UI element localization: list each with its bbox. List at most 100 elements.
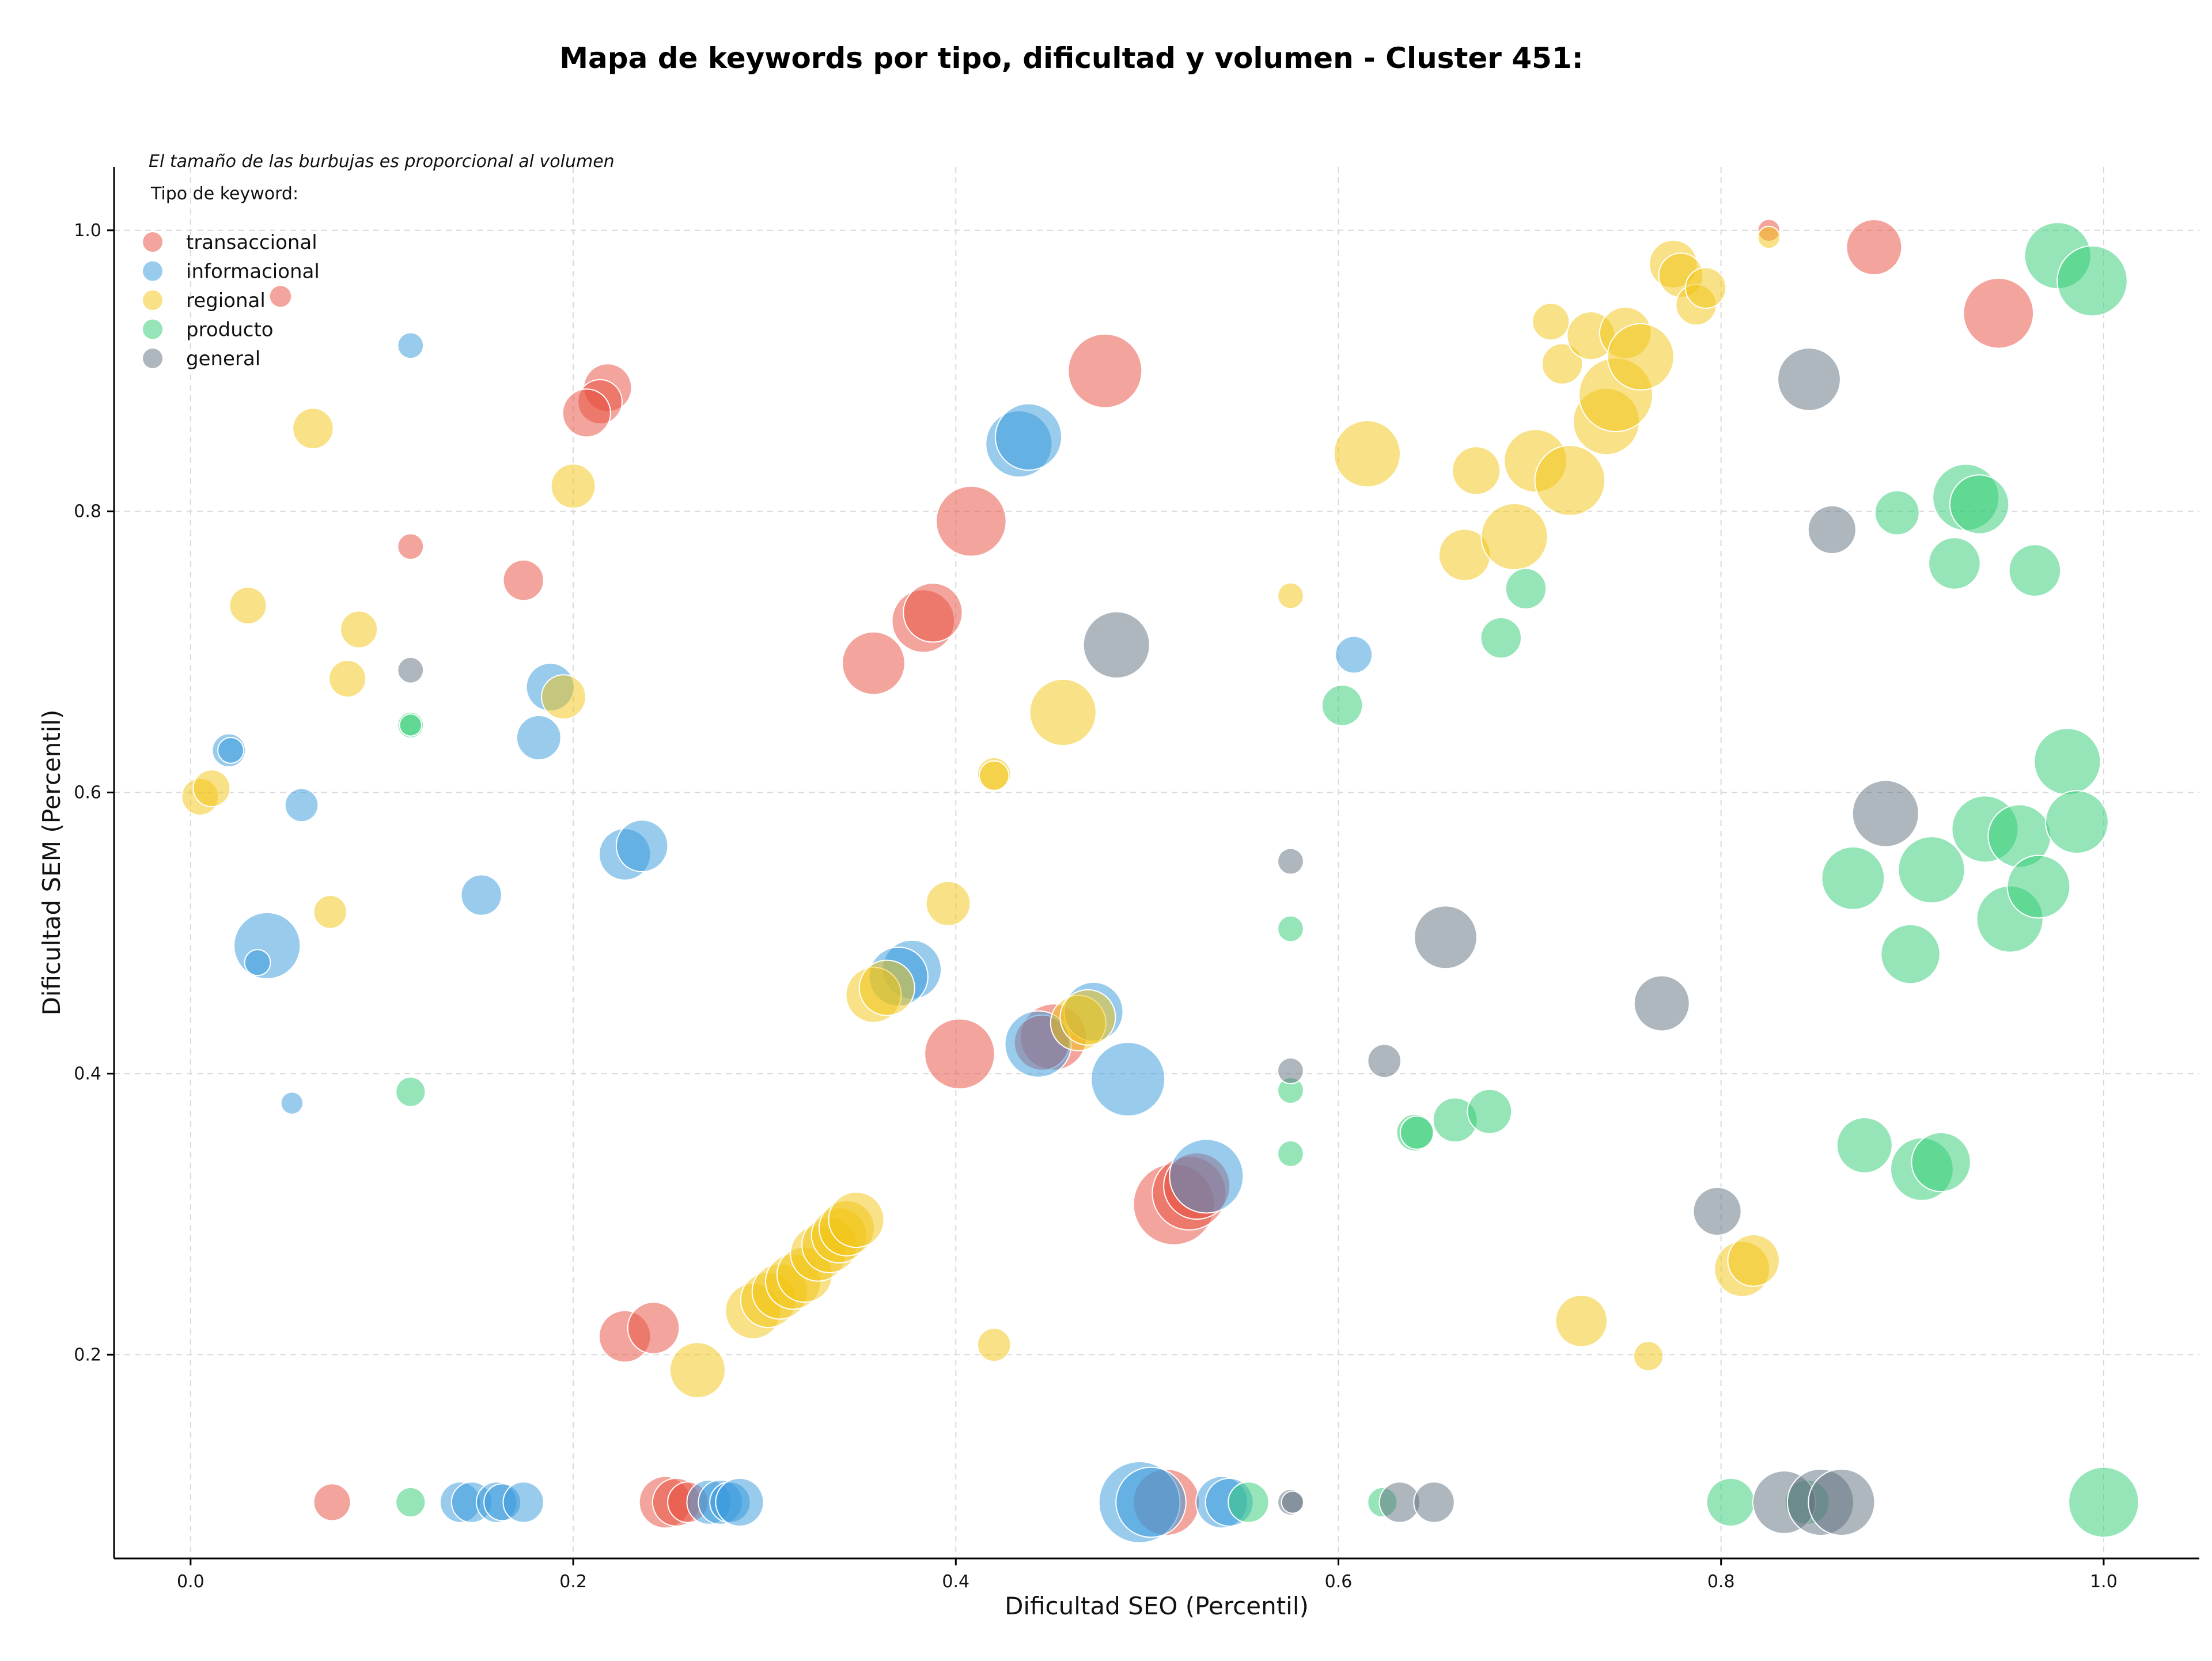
bubble-informacional xyxy=(615,819,669,873)
bubble-producto xyxy=(1949,474,2010,535)
bubble-transaccional xyxy=(627,1301,680,1354)
bubble-regional xyxy=(292,407,334,449)
legend-title: Tipo de keyword: xyxy=(150,184,298,204)
legend-label-producto: producto xyxy=(186,319,274,342)
bubble-regional xyxy=(1607,323,1675,391)
bubble-regional xyxy=(1452,446,1501,495)
bubble-general xyxy=(1367,1043,1402,1079)
bubble-regional xyxy=(669,1342,726,1399)
bubble-general xyxy=(1777,347,1841,411)
bubble-producto xyxy=(2056,245,2128,317)
bubble-producto xyxy=(2006,854,2071,919)
bubble-producto xyxy=(1399,1115,1434,1150)
bubble-general xyxy=(1082,611,1150,679)
bubble-producto xyxy=(1321,684,1363,727)
bubble-regional xyxy=(976,1327,1012,1363)
bubble-transaccional xyxy=(397,533,425,561)
bubble-informacional xyxy=(516,714,562,760)
bubble-transaccional xyxy=(903,582,963,643)
bubble-producto xyxy=(1880,924,1941,985)
y-tick-label: 1.0 xyxy=(74,221,101,241)
bubble-producto xyxy=(1897,836,1965,904)
bubble-informacional xyxy=(994,403,1063,471)
bubble-producto xyxy=(2045,790,2109,854)
bubble-regional xyxy=(313,895,348,929)
bubble-transaccional xyxy=(313,1483,351,1522)
legend-note: El tamaño de las burbujas es proporciona… xyxy=(149,152,615,172)
bubble-producto xyxy=(1706,1477,1755,1527)
legend-entries: transaccional informacional regional produc… xyxy=(143,231,320,370)
legend-marker-transaccional xyxy=(143,232,162,252)
bubble-regional xyxy=(1277,582,1304,610)
bubble-regional xyxy=(1480,502,1548,571)
bubble-regional xyxy=(541,674,586,720)
bubble-regional xyxy=(1727,1234,1780,1287)
bubble-general xyxy=(1414,905,1478,970)
x-axis-label: Dificultad SEO (Percentil) xyxy=(1005,1592,1309,1620)
bubble-producto xyxy=(1480,616,1522,659)
bubble-regional xyxy=(1333,420,1401,488)
bubble-informacional xyxy=(284,788,319,823)
legend-marker-regional xyxy=(143,290,162,310)
x-tick-label: 0.6 xyxy=(1325,1572,1353,1592)
bubble-producto xyxy=(1821,846,1885,910)
bubble-regional xyxy=(1633,1341,1664,1372)
series-producto xyxy=(395,222,2139,1538)
bubble-regional xyxy=(1684,267,1727,309)
bubble-producto xyxy=(1228,1481,1270,1523)
x-tick-label: 0.4 xyxy=(942,1572,969,1592)
bubble-producto xyxy=(1277,1140,1304,1167)
series-informacional xyxy=(211,332,1373,1543)
legend-marker-producto xyxy=(143,319,162,339)
bubble-general xyxy=(1277,847,1304,875)
bubble-regional xyxy=(828,1191,885,1248)
bubble-informacional xyxy=(217,736,244,764)
bubble-general xyxy=(1851,780,1919,847)
bubble-general xyxy=(1413,1481,1455,1523)
bubble-transaccional xyxy=(562,388,611,438)
bubble-regional xyxy=(979,760,1010,791)
bubble-regional xyxy=(550,463,596,509)
bubble-regional xyxy=(1029,678,1097,747)
y-tick-label: 0.8 xyxy=(74,502,101,522)
bubble-regional xyxy=(328,659,367,698)
bubble-transaccional xyxy=(268,285,293,308)
y-axis-label: Dificultad SEM (Percentil) xyxy=(37,710,66,1016)
bubble-informacional xyxy=(1115,1466,1187,1538)
bubble-producto xyxy=(1836,1117,1893,1174)
bubble-regional xyxy=(229,587,267,625)
bubble-producto xyxy=(1911,1132,1971,1193)
x-tick-label: 0.0 xyxy=(177,1572,204,1592)
bubble-informacional xyxy=(460,874,502,916)
bubble-producto xyxy=(399,713,422,737)
bubble-general xyxy=(1808,1468,1876,1537)
bubble-regional xyxy=(1555,1294,1608,1348)
bubble-transaccional xyxy=(1067,333,1143,408)
bubble-transaccional xyxy=(842,631,906,695)
bubble-regional xyxy=(858,959,915,1016)
bubble-producto xyxy=(2033,728,2101,796)
legend-label-general: general xyxy=(186,347,260,370)
legend-label-regional: regional xyxy=(186,289,266,312)
bubble-general xyxy=(1281,1490,1304,1514)
bubble-informacional xyxy=(397,332,425,360)
legend-marker-informacional xyxy=(143,261,162,281)
y-tick-label: 0.6 xyxy=(74,783,101,803)
legend-label-informacional: informacional xyxy=(186,260,320,283)
bubble-transaccional xyxy=(924,1018,995,1090)
bubble-producto xyxy=(2008,544,2062,597)
series-transaccional xyxy=(268,218,2035,1537)
bubble-informacional xyxy=(244,949,271,977)
series-general xyxy=(397,347,1919,1537)
legend: El tamaño de las burbujas es proporciona… xyxy=(143,152,615,370)
bubble-general xyxy=(1277,1057,1304,1084)
bubble-informacional xyxy=(1169,1138,1244,1214)
bubble-regional xyxy=(1541,343,1584,385)
bubble-regional xyxy=(1757,225,1781,249)
bubble-regional xyxy=(1532,302,1570,341)
bubble-informacional xyxy=(715,1477,764,1527)
bubble-transaccional xyxy=(1846,219,1903,276)
bubble-producto xyxy=(1505,567,1547,610)
series-regional xyxy=(181,225,1781,1399)
bubble-transaccional xyxy=(1963,277,2035,349)
